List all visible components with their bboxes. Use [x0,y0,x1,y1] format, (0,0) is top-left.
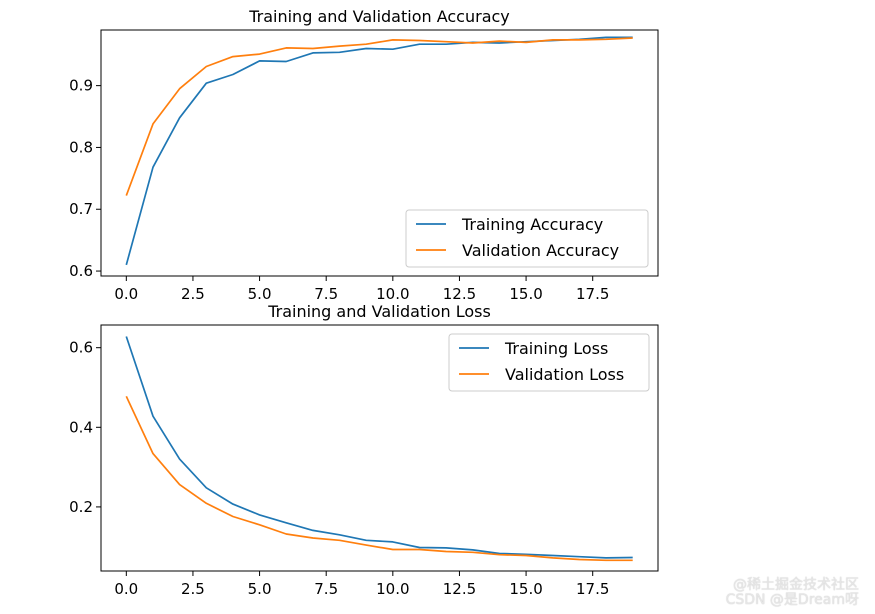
x-tick-label: 17.5 [576,285,609,303]
y-tick-label: 0.6 [69,262,93,280]
x-tick-label: 12.5 [443,580,476,598]
watermark-csdn: CSDN @是Dream呀 [725,592,859,608]
y-tick-label: 0.7 [69,200,93,218]
x-tick-label: 7.5 [314,580,338,598]
legend-label: Training Loss [504,339,608,358]
series-line-training-loss [125,336,633,559]
y-tick-label: 0.6 [69,339,93,357]
legend-label: Training Accuracy [461,215,603,234]
chart-panel-2: Training and Validation Loss 0.0 2.5 5.0 7.5… [69,302,659,598]
x-tick-label: 12.5 [443,285,476,303]
x-tick-label: 0.0 [114,285,138,303]
x-tick-label: 0.0 [114,580,138,598]
legend-label: Validation Accuracy [462,241,619,260]
y-tick-label: 0.2 [69,498,93,516]
y-tick-label: 0.8 [69,138,93,156]
x-tick-label: 15.0 [509,580,542,598]
y-tick-label: 0.9 [69,77,93,95]
x-tick-label: 10.0 [376,580,409,598]
chart-panel-1: Training and Validation Accuracy 0.0 2.5 5.… [69,7,659,303]
series-line-validation-accuracy [125,37,633,196]
x-tick-label: 10.0 [376,285,409,303]
legend-box [448,333,650,392]
chart-title: Training and Validation Loss [267,302,491,321]
x-tick-label: 2.5 [181,285,205,303]
x-tick-label: 2.5 [181,580,205,598]
x-tick-label: 5.0 [248,580,272,598]
x-tick-label: 15.0 [509,285,542,303]
chart-title: Training and Validation Accuracy [248,7,510,26]
legend-box [405,209,649,268]
series-line-validation-loss [125,395,633,562]
legend-label: Validation Loss [505,365,624,384]
x-tick-label: 7.5 [314,285,338,303]
x-tick-label: 17.5 [576,580,609,598]
watermark-juejin: @稀土掘金技术社区 [733,577,859,593]
y-tick-label: 0.4 [69,418,93,436]
x-tick-label: 5.0 [248,285,272,303]
